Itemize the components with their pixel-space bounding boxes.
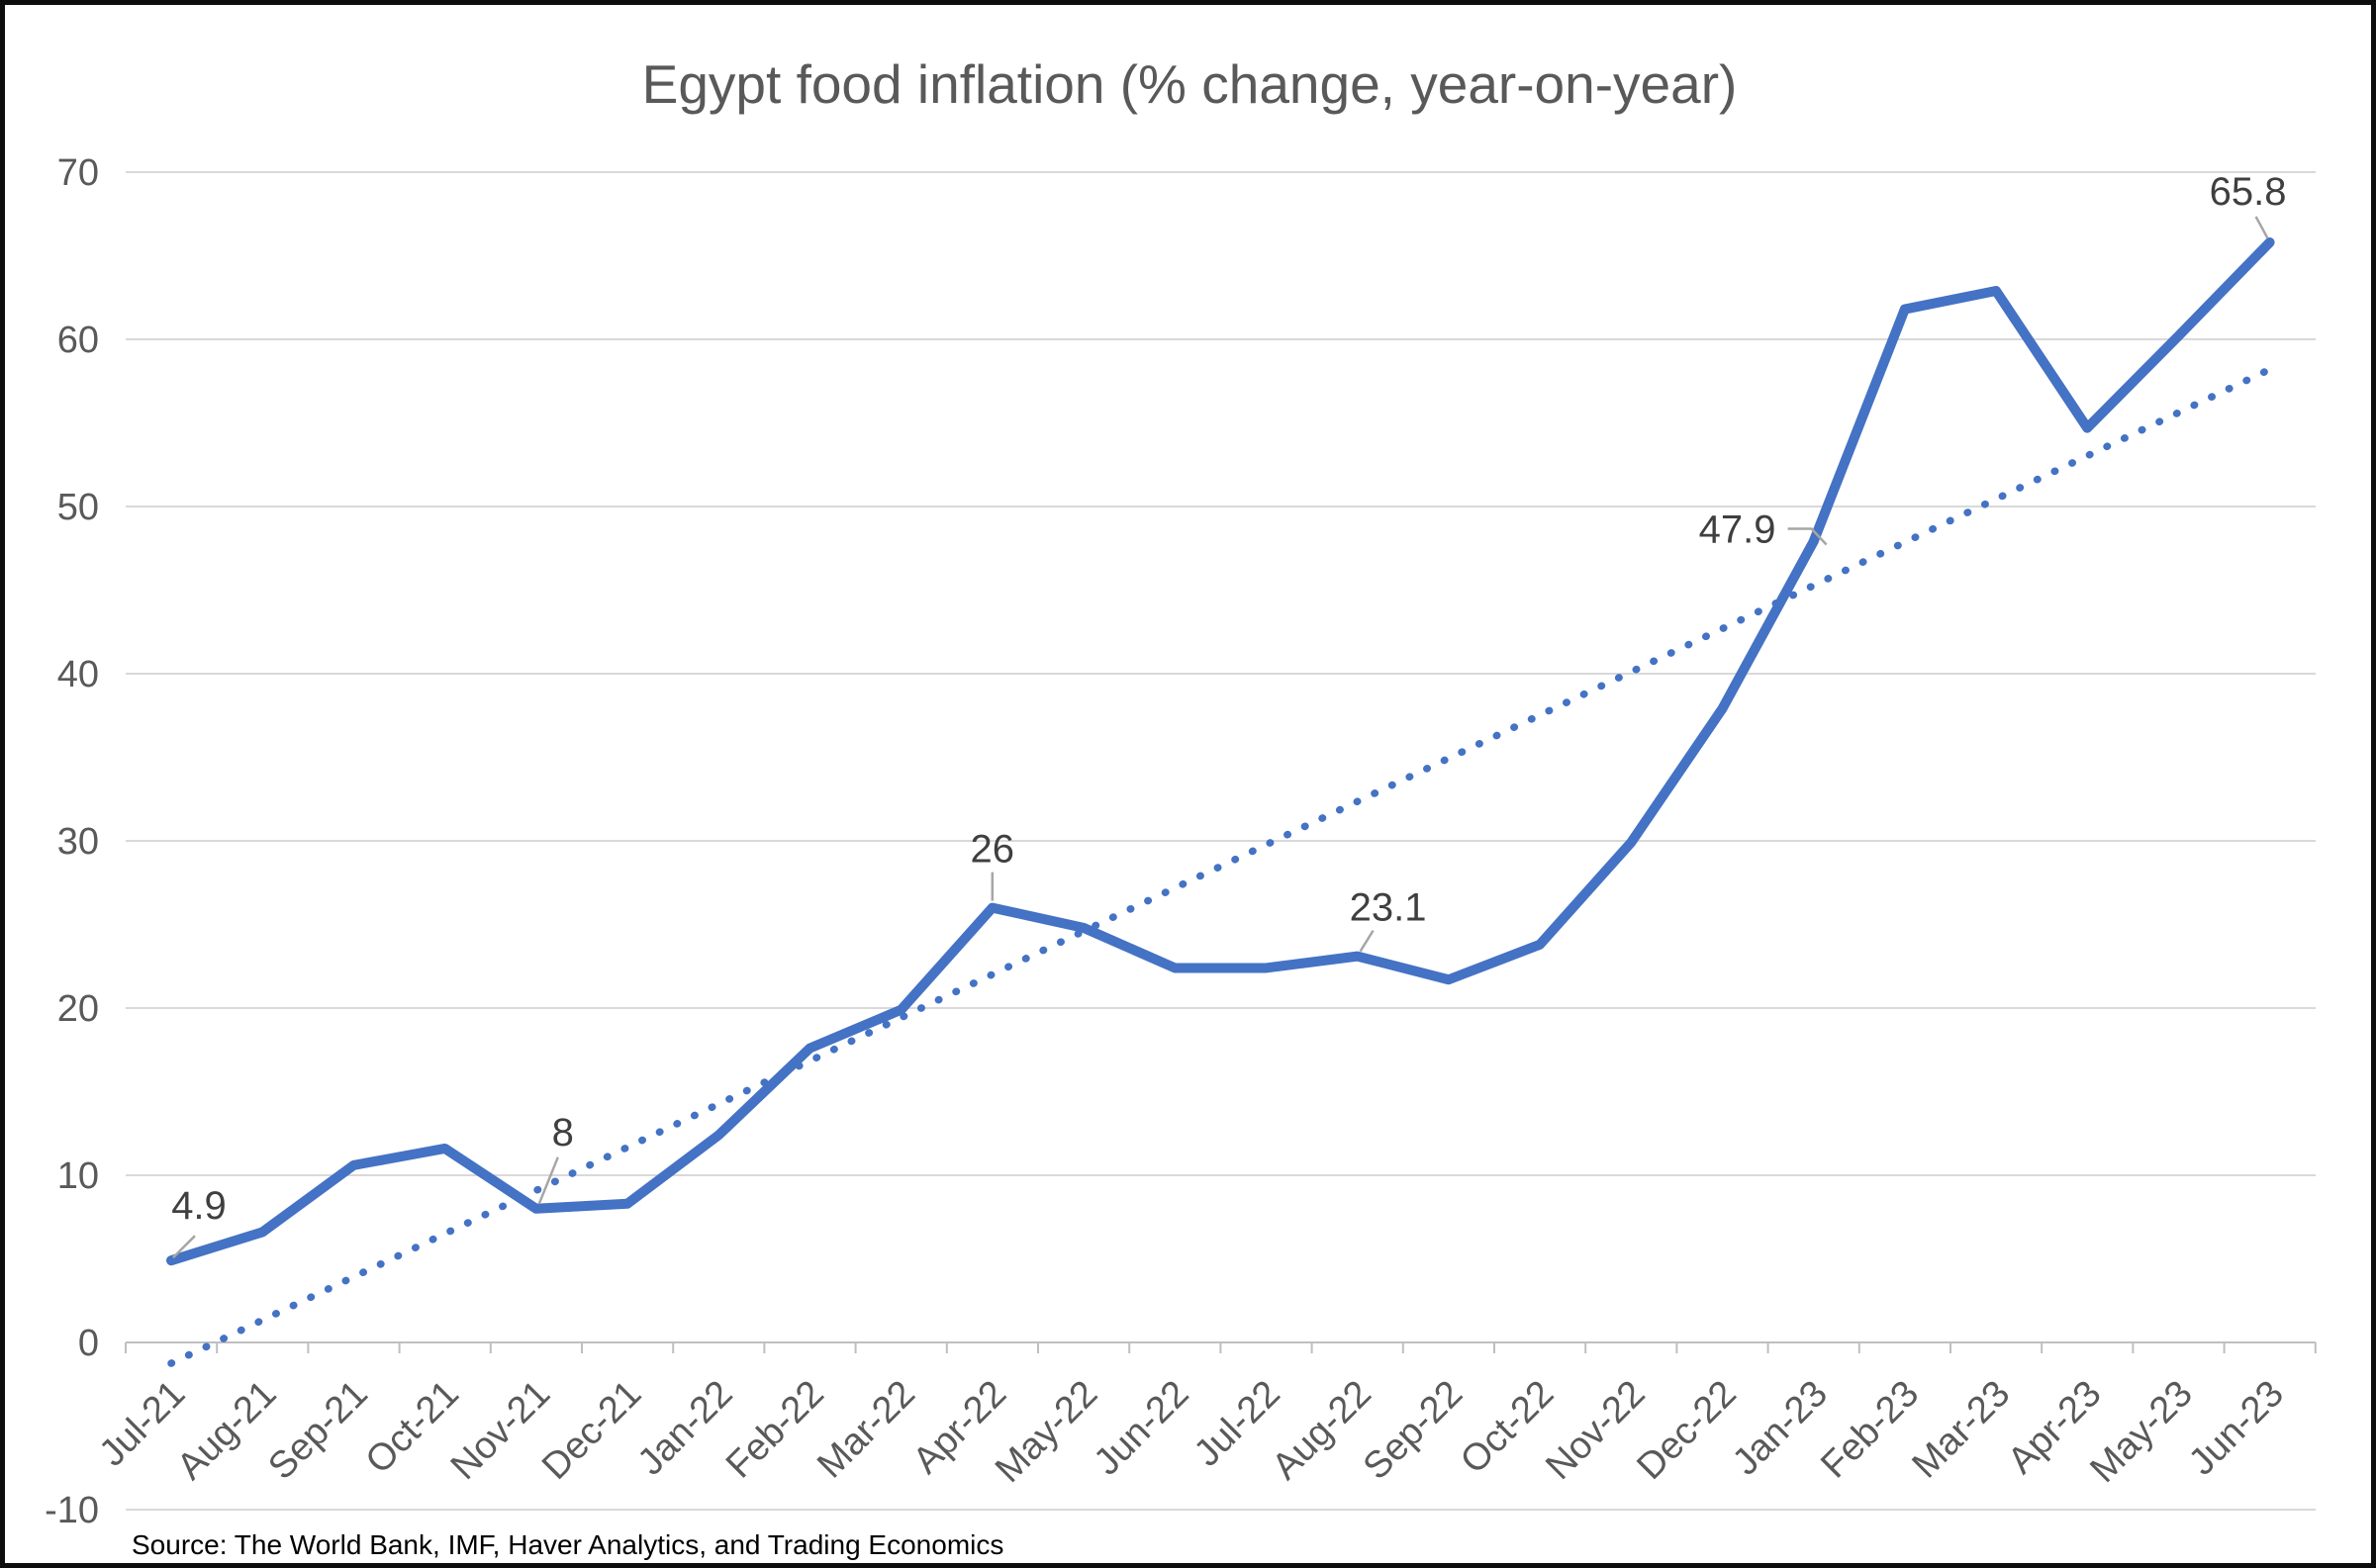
y-axis-label: 0 — [78, 1323, 99, 1364]
x-axis-label: Dec-22 — [1629, 1373, 1744, 1488]
y-axis-label: 50 — [57, 487, 99, 528]
callout-leader — [1787, 527, 1828, 546]
callout-leader — [1359, 929, 1375, 953]
x-axis-label: Jan-23 — [1725, 1373, 1836, 1484]
trendline-dotted — [167, 365, 2274, 1367]
source-note: Source: The World Bank, IMF, Haver Analy… — [132, 1529, 1003, 1560]
x-axis-label: Nov-21 — [443, 1373, 558, 1488]
x-axis-label: Aug-21 — [169, 1373, 284, 1488]
chart-title: Egypt food inflation (% change, year-on-… — [642, 53, 1738, 115]
x-axis-label: Sep-22 — [1356, 1373, 1471, 1488]
y-axis-label: 60 — [57, 320, 99, 361]
series-line — [166, 236, 2275, 1266]
x-axis-label: May-23 — [2082, 1373, 2200, 1491]
callout-leader — [2254, 216, 2269, 239]
data-label: 26 — [971, 828, 1015, 872]
x-axis-label: Jan-22 — [630, 1373, 741, 1484]
x-axis-label: Mar-22 — [809, 1373, 923, 1487]
x-axis-label: Feb-22 — [718, 1373, 832, 1487]
callout-leader — [172, 1235, 196, 1259]
x-axis-label: May-22 — [988, 1373, 1105, 1491]
data-label: 4.9 — [171, 1184, 227, 1228]
y-axis-label: 30 — [57, 821, 99, 863]
data-label: 47.9 — [1699, 507, 1776, 551]
callout-leader — [537, 1156, 559, 1205]
x-axis-label: Jun-22 — [1087, 1373, 1197, 1484]
x-axis-label: Nov-22 — [1538, 1373, 1653, 1488]
line-chart: 706050403020100-10Jul-21Aug-21Sep-21Oct-… — [45, 53, 2317, 1560]
data-label: 23.1 — [1350, 886, 1427, 930]
y-axis-label: 70 — [57, 152, 99, 194]
x-axis-label: Dec-21 — [534, 1373, 649, 1488]
data-label: 8 — [552, 1111, 574, 1154]
trendline-layer — [167, 365, 2274, 1367]
gridlines-layer — [126, 171, 2316, 1511]
x-axis-label: Aug-22 — [1265, 1373, 1379, 1488]
y-axis-label: 40 — [57, 654, 99, 695]
series-layer — [166, 236, 2275, 1266]
data-label: 65.8 — [2210, 170, 2287, 214]
x-axis-label: Mar-23 — [1905, 1373, 2019, 1487]
y-axis-label: 20 — [57, 988, 99, 1030]
x-axis-label: Jun-23 — [2181, 1373, 2292, 1484]
data-labels-layer: 4.9 8 26 23.1 47.9 65.8 — [171, 170, 2287, 1259]
y-axis-label: -10 — [45, 1490, 99, 1531]
x-axis-label: Sep-21 — [260, 1373, 375, 1488]
y-axis-label: 10 — [57, 1155, 99, 1197]
x-axis-label: Feb-23 — [1813, 1373, 1927, 1487]
